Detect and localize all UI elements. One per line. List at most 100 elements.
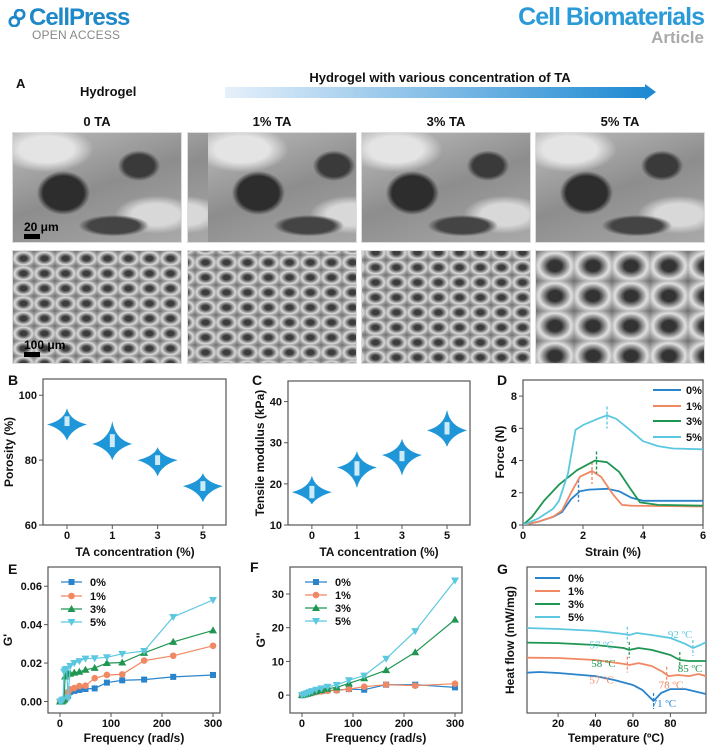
e-series-1%-point	[103, 671, 111, 679]
e-series-1%-point	[91, 674, 98, 682]
d-x-tick-label: 6	[700, 530, 706, 542]
d-x-tick-label: 4	[640, 530, 647, 542]
e-series-3%-point	[90, 663, 99, 671]
e-series-3%-point	[75, 667, 84, 675]
c-y-tick-label: 10	[270, 520, 282, 532]
g-transition-label: 57 ºC	[589, 640, 614, 652]
f-series-5%-point	[382, 655, 391, 663]
panel-b-letter: B	[8, 372, 18, 388]
c-x-tick-label: 0	[309, 530, 315, 542]
c-box-3	[399, 450, 405, 462]
e-series-5%-point	[70, 660, 79, 668]
f-series-5%-point	[344, 677, 353, 685]
e-series-5%-point	[118, 650, 127, 658]
b-box-5	[200, 481, 206, 491]
chart-e: 0.00 0.02 0.04 0.06 0 100 200 300 0% 1%3%5%	[21, 566, 222, 730]
f-legend-marker-1%	[312, 591, 320, 599]
scale-bar-label-top: 20 μm	[24, 220, 59, 234]
f-y-tick-label: 0	[278, 690, 284, 702]
d-x-axis-title: Strain (%)	[585, 545, 641, 559]
panel-c-letter: C	[252, 372, 262, 388]
g-x-tick-label: 80	[664, 718, 676, 730]
e-series-1%-point	[209, 642, 217, 650]
e-legend-label-3%: 3%	[90, 604, 106, 616]
e-x-tick-label: 0	[57, 718, 63, 730]
b-box-0	[64, 416, 70, 427]
f-series-1%-point	[345, 685, 353, 693]
panel-f-letter: F	[250, 559, 259, 575]
e-series-1%-line	[60, 645, 214, 703]
e-series-0%-point	[103, 679, 110, 686]
chart-c: 10 20 30 40 0 1 3 5	[270, 380, 471, 542]
column-title-0ta: 0 TA	[83, 114, 111, 129]
cellpress-logo-icon	[8, 9, 26, 27]
c-x-tick-label: 3	[399, 530, 405, 542]
g-series-0%-line	[527, 671, 706, 702]
e-series-0%-point	[76, 686, 83, 693]
d-x-tick-label: 2	[580, 530, 586, 542]
scale-bar-bottom	[24, 352, 40, 357]
sem-image-1ta-high-mag	[187, 132, 357, 243]
c-y-tick-label: 40	[270, 397, 282, 409]
sem-image-3ta-low-mag	[361, 250, 531, 364]
g-legend-label-0%: 0%	[568, 573, 584, 585]
f-series-5%-point	[332, 682, 341, 690]
g-legend-label-3%: 3%	[568, 599, 584, 611]
d-x-tick-label: 0	[520, 530, 526, 542]
column-title-5ta: 5% TA	[600, 114, 640, 129]
e-series-0%-point	[141, 676, 148, 683]
f-y-tick-label: 30	[272, 589, 284, 601]
f-x-tick-label: 300	[446, 718, 464, 730]
f-legend-label-5%: 5%	[335, 616, 351, 628]
f-series-5%-point	[312, 686, 321, 694]
c-x-tick-label: 1	[354, 530, 360, 542]
concentration-arrow-title: Hydrogel with various concentration of T…	[309, 70, 571, 85]
e-y-tick-label: 0.00	[21, 696, 42, 708]
e-series-1%-point	[169, 652, 177, 660]
b-box-3	[155, 455, 161, 465]
e-legend-marker-0%	[68, 579, 75, 585]
e-series-1%-point	[76, 682, 83, 690]
g-transition-label: 78 ºC	[659, 680, 684, 692]
g-x-axis-title: Temperature (ºC)	[568, 731, 664, 745]
c-box-1	[354, 461, 360, 476]
e-y-tick-label: 0.06	[21, 581, 42, 593]
e-y-tick-label: 0.02	[21, 658, 42, 670]
e-series-5%-point	[66, 662, 75, 670]
g-legend-label-5%: 5%	[568, 612, 584, 624]
panel-d-letter: D	[497, 372, 507, 388]
f-series-5%-point	[411, 628, 420, 636]
e-series-5%-point	[140, 647, 149, 655]
b-box-1	[109, 434, 115, 448]
d-legend-label-5%: 5%	[686, 432, 702, 444]
e-series-5%-point	[81, 655, 90, 663]
g-transition-label: 71 ºC	[652, 698, 677, 710]
e-series-5%-point	[90, 655, 99, 663]
b-x-tick-label: 3	[155, 530, 161, 542]
g-transition-label: 92 ºC	[668, 629, 693, 641]
e-series-5%-point	[169, 613, 178, 621]
b-y-tick-label: 100	[19, 390, 37, 402]
e-x-axis-title: Frequency (rad/s)	[84, 731, 185, 745]
c-y-tick-label: 20	[270, 479, 282, 491]
g-series-1%-line	[527, 656, 706, 677]
c-box-0	[309, 485, 315, 499]
d-series-5%-line	[523, 414, 703, 525]
e-y-axis-title: G'	[1, 634, 15, 646]
e-series-3%-point	[169, 637, 178, 645]
f-series-1%-point	[451, 680, 459, 687]
sem-image-0ta-low-mag	[12, 250, 182, 364]
d-y-tick-label: 2	[511, 488, 517, 500]
b-x-axis-title: TA concentration (%)	[75, 545, 194, 559]
b-x-tick-label: 5	[200, 530, 206, 542]
g-x-tick-label: 60	[627, 718, 639, 730]
f-series-0%-point	[452, 684, 459, 691]
sem-image-5ta-low-mag	[535, 250, 705, 364]
d-y-axis-title: Force (N)	[493, 426, 507, 479]
concentration-arrow	[225, 87, 645, 98]
e-series-5%-point	[102, 654, 111, 662]
b-y-tick-label: 80	[25, 455, 37, 467]
g-x-tick-label: 40	[589, 718, 601, 730]
e-series-0%-point	[170, 673, 177, 680]
